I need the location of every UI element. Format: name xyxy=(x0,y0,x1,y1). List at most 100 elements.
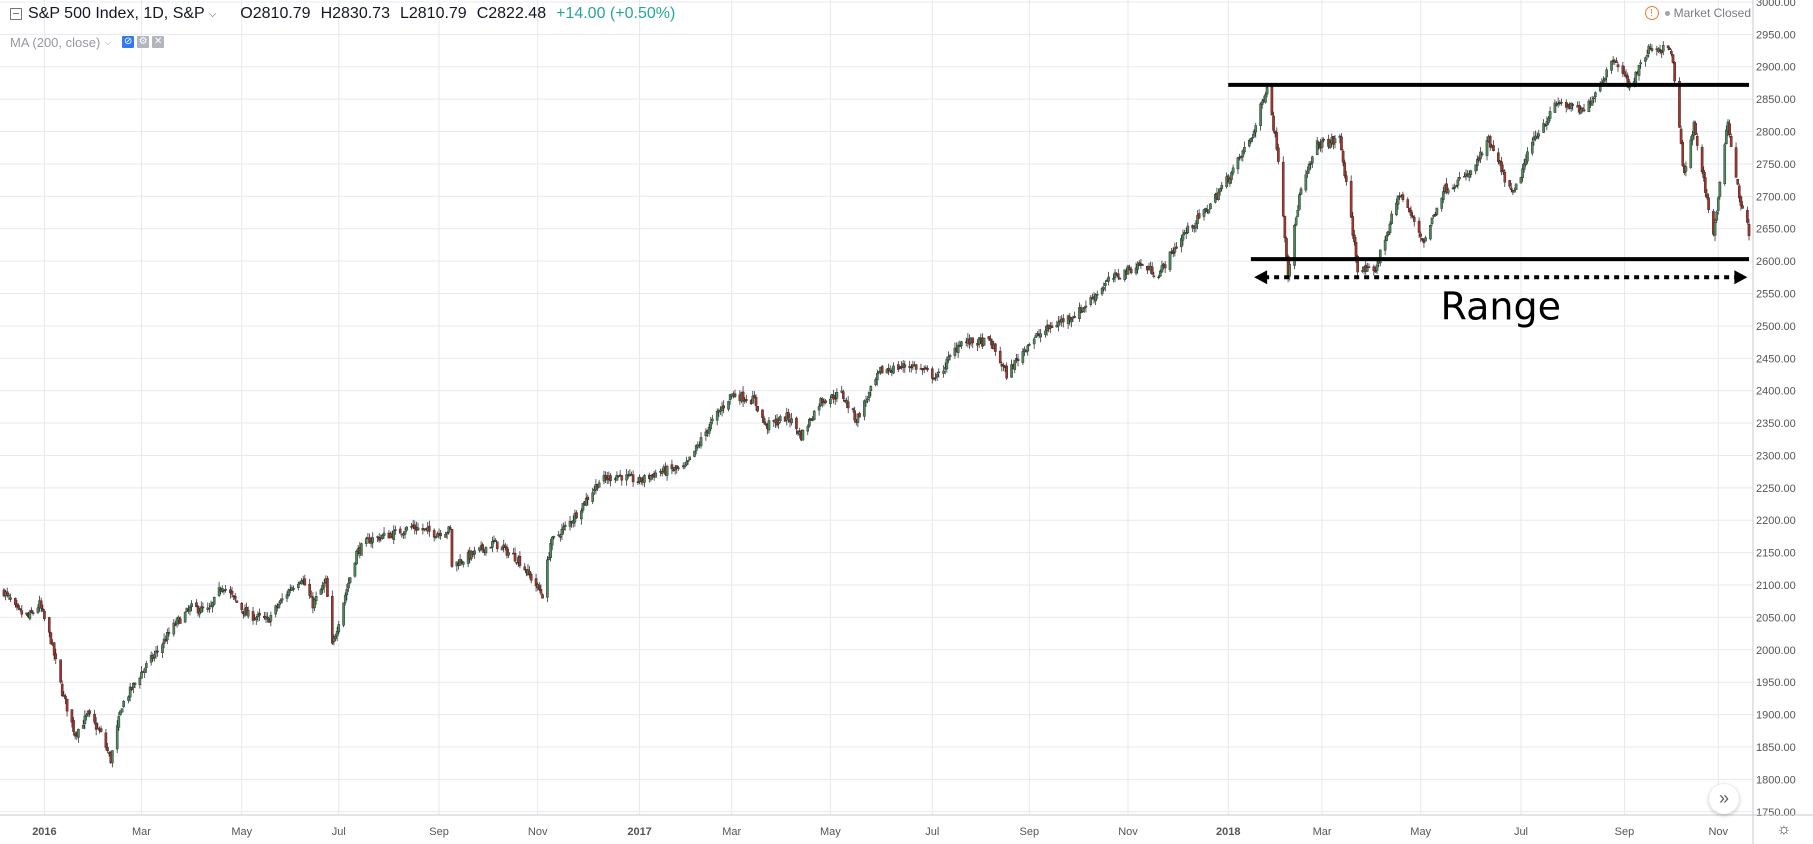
candle-down xyxy=(897,364,900,370)
candle-down xyxy=(377,536,381,541)
candle-down xyxy=(1401,194,1405,200)
candle-down xyxy=(1564,102,1568,108)
candle-up xyxy=(36,607,40,613)
candle-up xyxy=(1134,267,1138,274)
candle-up xyxy=(1217,192,1220,200)
candle-down xyxy=(523,566,527,571)
candle-down xyxy=(1351,216,1355,236)
candle-up xyxy=(1605,69,1608,78)
candle-down xyxy=(14,598,17,605)
candle-down xyxy=(761,409,764,418)
candle-up xyxy=(693,450,696,457)
candle-up xyxy=(1136,263,1139,270)
candle-up xyxy=(280,598,284,601)
candle-up xyxy=(1320,140,1324,148)
candle-down xyxy=(174,623,177,626)
symbol-header: S&P 500 Index, 1D, S&P ⌵ O2810.79 H2830.… xyxy=(0,0,675,28)
candle-up xyxy=(436,533,439,538)
gear-icon[interactable]: ⚙ xyxy=(137,36,150,48)
symbol-title[interactable]: S&P 500 Index, 1D, S&P xyxy=(28,5,205,22)
candle-up xyxy=(1218,188,1222,193)
candle-up xyxy=(507,552,510,556)
indicator-label[interactable]: MA (200, close) xyxy=(10,34,101,50)
candle-up xyxy=(1089,296,1093,305)
candle-up xyxy=(1476,159,1479,167)
candle-up xyxy=(256,614,260,618)
collapse-icon[interactable] xyxy=(10,8,22,20)
candle-down xyxy=(1728,123,1731,135)
candle-down xyxy=(1704,177,1707,193)
candle-up xyxy=(1184,232,1188,234)
candle-up xyxy=(563,524,567,527)
candle-up xyxy=(212,596,216,605)
candle-down xyxy=(43,611,46,620)
candle-up xyxy=(309,596,313,598)
candle-up xyxy=(254,617,258,620)
candle-up xyxy=(188,606,192,612)
scroll-to-realtime-button[interactable]: » xyxy=(1709,784,1739,814)
candle-up xyxy=(1463,176,1466,178)
candle-up xyxy=(720,406,724,411)
candle-up xyxy=(1610,60,1613,71)
candle-up xyxy=(707,427,711,434)
candle-up xyxy=(416,527,420,531)
candle-up xyxy=(491,541,494,548)
candle-down xyxy=(368,537,371,544)
candle-down xyxy=(1150,266,1154,275)
candle-up xyxy=(937,371,941,374)
candle-up xyxy=(580,510,583,520)
candle-up xyxy=(1442,191,1445,200)
candle-up xyxy=(1123,269,1127,281)
candle-down xyxy=(930,368,934,379)
candle-up xyxy=(85,714,88,717)
price-tick-label: 2850.00 xyxy=(1756,94,1796,106)
high-value: H2830.73 xyxy=(320,5,390,22)
candle-down xyxy=(1343,162,1346,177)
warning-icon[interactable]: ! xyxy=(1644,6,1659,20)
price-tick-label: 1750.00 xyxy=(1756,807,1796,819)
candle-up xyxy=(1264,94,1267,103)
price-tick-label: 2550.00 xyxy=(1756,288,1796,300)
candle-down xyxy=(1747,223,1751,237)
candle-down xyxy=(439,533,442,537)
hide-icon[interactable]: ⊘ xyxy=(122,36,135,48)
candle-down xyxy=(1488,136,1492,148)
chevron-down-icon[interactable]: ⌵ xyxy=(104,36,112,47)
candle-up xyxy=(677,467,680,469)
candle-down xyxy=(64,695,67,700)
time-tick-label: Jul xyxy=(925,826,939,838)
settings-gear-icon[interactable]: ☼ xyxy=(1776,821,1792,838)
candle-down xyxy=(428,525,431,532)
candle-down xyxy=(1139,263,1143,266)
candle-up xyxy=(348,577,352,583)
candle-up xyxy=(162,638,166,644)
candle-down xyxy=(167,632,171,634)
candle-down xyxy=(1353,234,1356,242)
candle-up xyxy=(300,580,303,584)
candle-down xyxy=(59,659,62,683)
candle-up xyxy=(1036,332,1039,335)
close-icon[interactable]: ✕ xyxy=(152,36,165,48)
candle-down xyxy=(1729,136,1733,147)
candle-down xyxy=(1492,145,1495,152)
price-tick-label: 2700.00 xyxy=(1756,191,1796,203)
candle-up xyxy=(1204,208,1207,211)
time-tick-label: Nov xyxy=(528,826,548,838)
candle-down xyxy=(1508,180,1511,187)
candle-up xyxy=(1514,183,1518,190)
candle-down xyxy=(1694,123,1697,135)
price-tick-label: 2950.00 xyxy=(1756,29,1796,41)
candle-down xyxy=(670,464,674,470)
candle-down xyxy=(926,367,929,371)
candle-up xyxy=(1081,307,1084,313)
candle-down xyxy=(1626,75,1630,88)
price-tick-label: 2600.00 xyxy=(1756,256,1796,268)
candle-down xyxy=(775,418,779,426)
candle-down xyxy=(539,588,543,594)
chevron-down-icon[interactable]: ⌵ xyxy=(208,8,217,20)
candle-up xyxy=(1307,163,1311,171)
time-tick-label: Mar xyxy=(722,826,741,838)
candle-down xyxy=(903,364,907,368)
candle-up xyxy=(1094,294,1097,302)
